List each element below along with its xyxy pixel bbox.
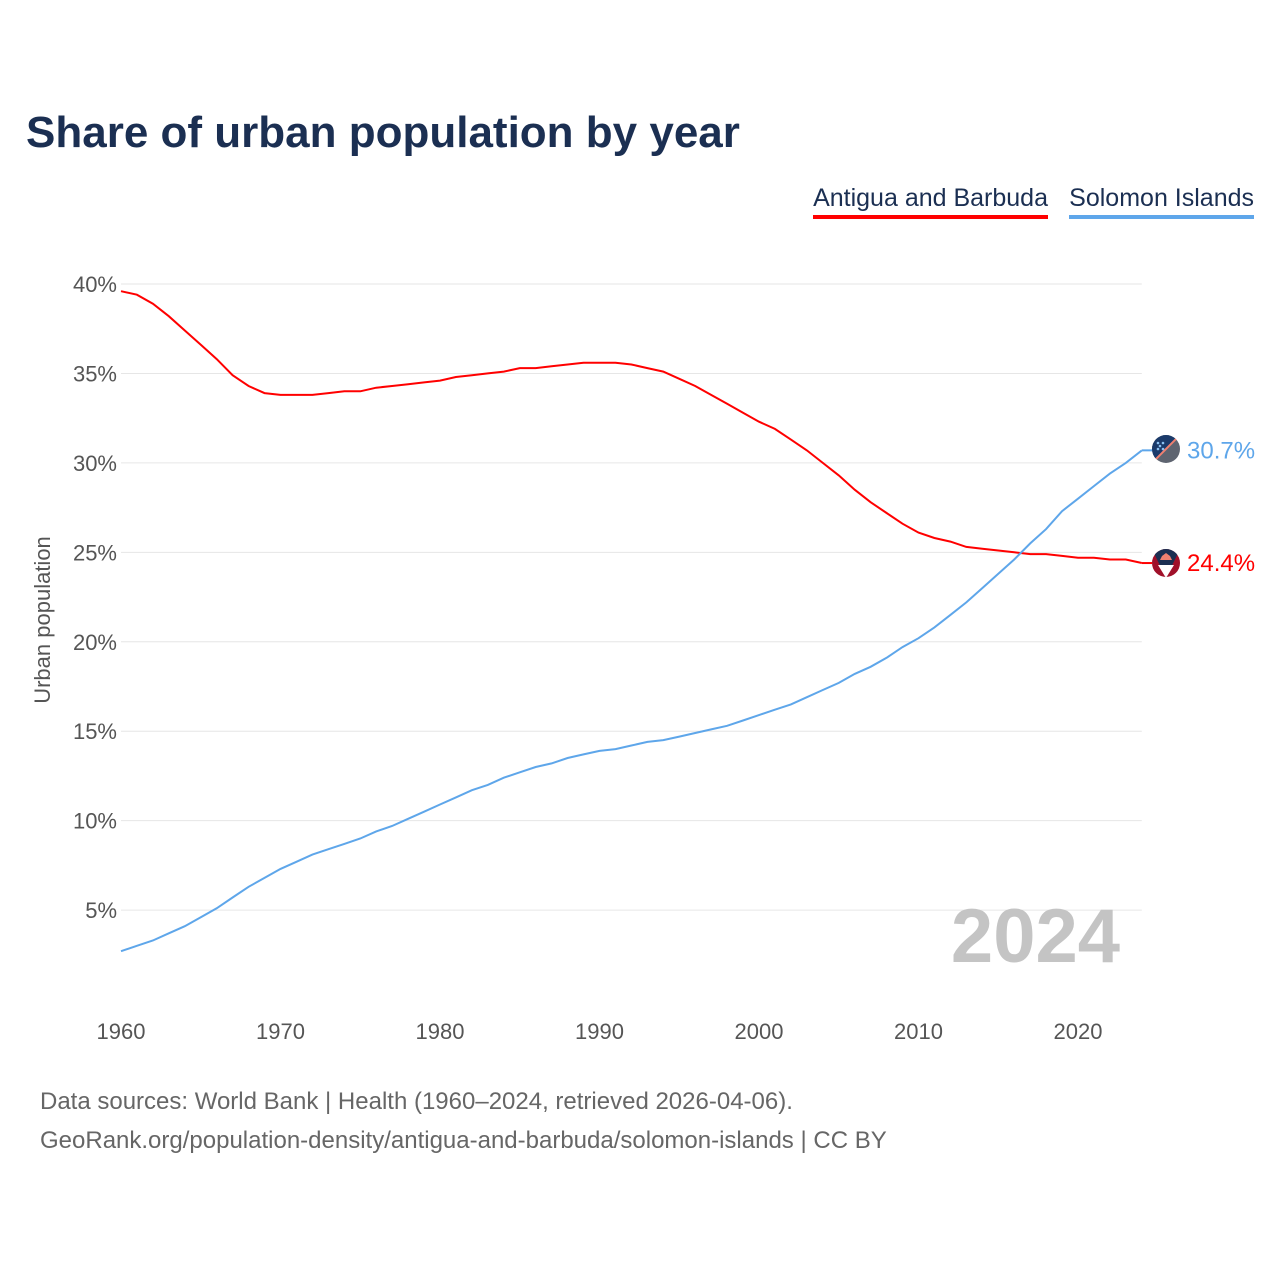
data-source-text: Data sources: World Bank | Health (1960–… bbox=[40, 1088, 793, 1115]
end-value-label: 30.7% bbox=[1187, 437, 1255, 464]
legend-antigua-and-barbuda[interactable]: Antigua and Barbuda bbox=[813, 184, 1048, 219]
x-tick-label: 1980 bbox=[416, 1019, 465, 1044]
y-tick-label: 10% bbox=[73, 809, 117, 834]
x-tick-label: 1970 bbox=[256, 1019, 305, 1044]
y-tick-label: 20% bbox=[73, 630, 117, 655]
x-tick-label: 2020 bbox=[1054, 1019, 1103, 1044]
year-watermark: 2024 bbox=[951, 894, 1120, 979]
y-tick-label: 5% bbox=[85, 898, 117, 923]
antigua-and-barbuda-flag-icon bbox=[1152, 549, 1180, 577]
x-tick-label: 2000 bbox=[735, 1019, 784, 1044]
series-line-antigua-and-barbuda bbox=[120, 290, 1143, 564]
source-url-text: GeoRank.org/population-density/antigua-a… bbox=[40, 1127, 887, 1154]
y-tick-label: 35% bbox=[73, 361, 117, 386]
end-value-label: 24.4% bbox=[1187, 550, 1255, 577]
x-tick-label: 1990 bbox=[575, 1019, 624, 1044]
x-tick-label: 2010 bbox=[894, 1019, 943, 1044]
y-axis-label: Urban population bbox=[30, 536, 55, 704]
y-tick-label: 40% bbox=[73, 272, 117, 297]
legend-solomon-islands[interactable]: Solomon Islands bbox=[1069, 184, 1254, 219]
y-tick-label: 25% bbox=[73, 540, 117, 565]
y-tick-label: 30% bbox=[73, 451, 117, 476]
y-tick-label: 15% bbox=[73, 719, 117, 744]
chart-title: Share of urban population by year bbox=[26, 108, 740, 157]
solomon-islands-flag-icon bbox=[1152, 435, 1180, 463]
x-tick-label: 1960 bbox=[97, 1019, 146, 1044]
series-line-solomon-islands bbox=[120, 449, 1143, 953]
